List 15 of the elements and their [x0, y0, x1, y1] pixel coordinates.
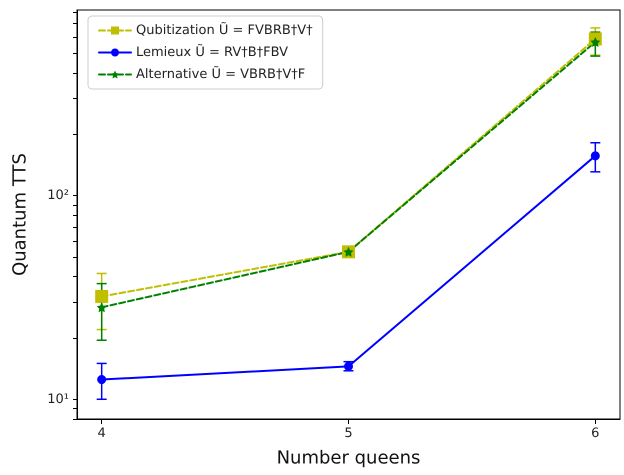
y-tick-label: 10¹ — [47, 392, 69, 407]
y-tick-label: 10² — [47, 188, 69, 204]
x-tick-label: 6 — [591, 426, 600, 441]
legend-label: Alternative Ũ = VBRB†V†F — [136, 66, 306, 82]
point — [590, 151, 600, 160]
legend-label: Lemieux Ũ = RV†B†FBV — [136, 44, 288, 60]
legend-label: Qubitization Ũ = FVBRB†V† — [136, 22, 314, 38]
point — [96, 302, 107, 312]
point — [95, 290, 108, 303]
point — [590, 36, 600, 47]
x-tick-label: 5 — [344, 426, 353, 441]
x-axis-title: Number queens — [276, 448, 420, 468]
y-axis-title: Quantum TTS — [10, 153, 30, 276]
x-tick-label: 4 — [98, 426, 106, 441]
point — [97, 375, 106, 384]
